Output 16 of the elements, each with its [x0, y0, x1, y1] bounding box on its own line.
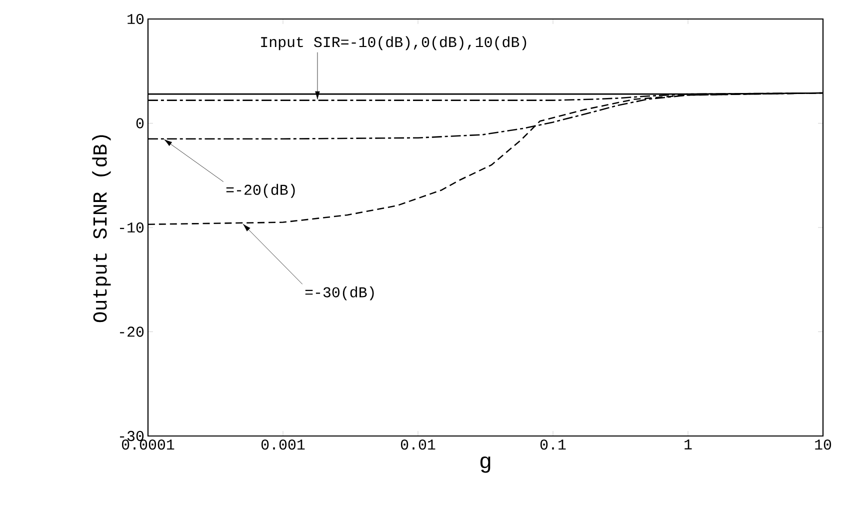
annotation: =-20(dB)	[226, 184, 295, 198]
y-tick-label: -10	[120, 222, 144, 233]
x-tick-label: 0.01	[400, 440, 436, 450]
x-tick-label: 0.0001	[122, 440, 174, 450]
y-tick-label: -30	[120, 430, 144, 442]
x-tick-label: 1	[684, 440, 692, 450]
y-tick-label: -20	[120, 326, 144, 337]
y-axis-title: Output SINR (dB)	[92, 135, 111, 322]
x-tick-label: 0.001	[261, 440, 305, 450]
x-tick-label: 0.1	[540, 440, 566, 450]
x-axis-title: g	[480, 456, 490, 473]
x-tick-label: 10	[815, 440, 832, 450]
y-tick-label: 0	[136, 118, 144, 128]
y-tick-label: 10	[128, 14, 144, 24]
annotation: =-30(dB)	[305, 286, 374, 300]
annotation: Input SIR=-10(dB),0(dB),10(dB)	[261, 36, 526, 50]
